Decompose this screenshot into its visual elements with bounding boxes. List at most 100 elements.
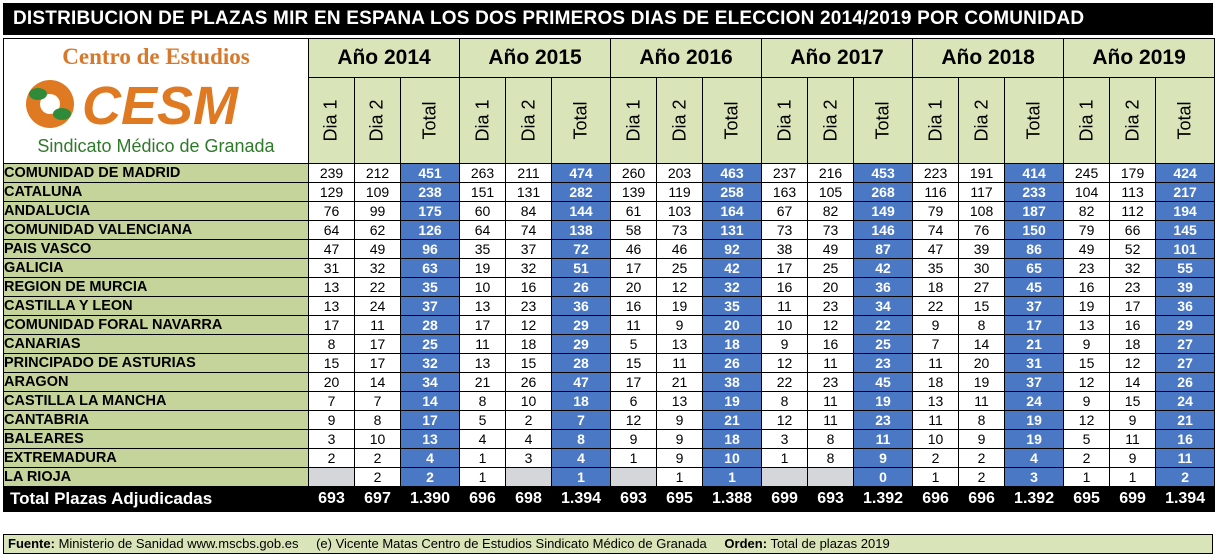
day-cell: 10 bbox=[912, 429, 960, 449]
total-row-cell: 698 bbox=[505, 486, 553, 512]
total-cell: 138 bbox=[551, 220, 612, 240]
day-cell: 31 bbox=[308, 258, 355, 278]
day-cell: 21 bbox=[459, 372, 507, 392]
day-cell: 27 bbox=[958, 277, 1006, 297]
day-cell: 13 bbox=[656, 391, 704, 411]
region-name: GALICIA bbox=[3, 258, 309, 278]
day-cell: 30 bbox=[958, 258, 1006, 278]
day-cell: 23 bbox=[807, 296, 855, 316]
region-name: PRINCIPADO DE ASTURIAS bbox=[3, 353, 309, 373]
total-cell: 11 bbox=[1155, 448, 1216, 468]
column-header-label: Total bbox=[721, 101, 742, 140]
total-cell: 16 bbox=[1155, 429, 1216, 449]
footer-source-label: Fuente: bbox=[8, 536, 55, 551]
table-row: LA RIOJA 2 2 1 1 1 1 0 1 2 3 1 1 2 bbox=[3, 467, 1216, 487]
day-cell: 64 bbox=[459, 220, 507, 240]
day-cell: 16 bbox=[807, 334, 855, 354]
total-cell: 47 bbox=[551, 372, 612, 392]
total-cell: 17 bbox=[399, 410, 461, 430]
day-cell: 2 bbox=[308, 448, 355, 468]
day-cell: 25 bbox=[807, 258, 855, 278]
total-row-cell: 1.388 bbox=[702, 486, 763, 512]
table-row: REGION DE MURCIA 13 22 35 10 16 26 20 12 32 16 20 36… bbox=[3, 277, 1216, 297]
total-cell: 96 bbox=[399, 239, 461, 259]
total-cell: 4 bbox=[399, 448, 461, 468]
total-row-cell: 1.392 bbox=[853, 486, 914, 512]
day-cell: 18 bbox=[505, 334, 553, 354]
region-name: CASTILLA Y LEON bbox=[3, 296, 309, 316]
svg-text:CESM: CESM bbox=[82, 76, 239, 134]
total-cell: 0 bbox=[853, 467, 914, 487]
year-header: Año 2018 bbox=[912, 38, 1065, 78]
day-cell: 15 bbox=[1109, 391, 1157, 411]
total-cell: 101 bbox=[1155, 239, 1216, 259]
day-cell bbox=[308, 467, 355, 487]
day-cell: 22 bbox=[761, 372, 809, 392]
day-cell: 9 bbox=[308, 410, 355, 430]
day-cell: 73 bbox=[656, 220, 704, 240]
day-cell: 76 bbox=[958, 220, 1006, 240]
total-row-cell: 1.394 bbox=[1155, 486, 1216, 512]
day-cell: 151 bbox=[459, 182, 507, 202]
day-cell: 76 bbox=[308, 201, 355, 221]
day-cell: 13 bbox=[308, 296, 355, 316]
day-cell bbox=[807, 467, 855, 487]
total-column-header: Total bbox=[853, 77, 914, 164]
day-cell: 17 bbox=[761, 258, 809, 278]
day-cell: 8 bbox=[761, 391, 809, 411]
table-row: ANDALUCIA 76 99 175 60 84 144 61 103 164 67 82 149 79… bbox=[3, 201, 1216, 221]
day-cell bbox=[505, 467, 553, 487]
day-cell: 10 bbox=[354, 429, 401, 449]
day-column-header: Dia 2 bbox=[958, 77, 1006, 164]
day-cell: 8 bbox=[807, 448, 855, 468]
day-cell: 11 bbox=[459, 334, 507, 354]
day-cell: 191 bbox=[958, 163, 1006, 183]
column-header-label: Dia 2 bbox=[669, 99, 690, 142]
day-cell: 129 bbox=[308, 182, 355, 202]
day-cell: 2 bbox=[912, 448, 960, 468]
day-cell: 11 bbox=[1109, 429, 1157, 449]
total-cell: 24 bbox=[1155, 391, 1216, 411]
day-cell: 38 bbox=[761, 239, 809, 259]
total-cell: 23 bbox=[853, 410, 914, 430]
day-cell: 9 bbox=[656, 315, 704, 335]
year-header: Año 2014 bbox=[307, 38, 461, 78]
total-row-cell: 1.392 bbox=[1004, 486, 1065, 512]
day-cell: 7 bbox=[308, 391, 355, 411]
day-cell: 17 bbox=[308, 315, 355, 335]
total-cell: 453 bbox=[853, 163, 914, 183]
day-cell: 11 bbox=[354, 315, 401, 335]
total-cell: 29 bbox=[1155, 315, 1216, 335]
region-name: COMUNIDAD DE MADRID bbox=[3, 163, 309, 183]
total-cell: 63 bbox=[399, 258, 461, 278]
total-cell: 11 bbox=[853, 429, 914, 449]
day-column-header: Dia 2 bbox=[656, 77, 704, 164]
day-cell: 13 bbox=[912, 391, 960, 411]
total-cell: 19 bbox=[1004, 429, 1065, 449]
day-cell: 5 bbox=[459, 410, 507, 430]
day-cell: 66 bbox=[1109, 220, 1157, 240]
day-cell: 13 bbox=[459, 296, 507, 316]
day-cell: 3 bbox=[761, 429, 809, 449]
day-cell: 14 bbox=[354, 372, 401, 392]
day-cell: 12 bbox=[761, 353, 809, 373]
total-row-cell: 696 bbox=[912, 486, 960, 512]
total-cell: 37 bbox=[399, 296, 461, 316]
region-name: ARAGON bbox=[3, 372, 309, 392]
day-cell: 15 bbox=[610, 353, 658, 373]
day-cell: 15 bbox=[308, 353, 355, 373]
day-cell: 82 bbox=[807, 201, 855, 221]
day-cell: 52 bbox=[1109, 239, 1157, 259]
day-cell: 108 bbox=[958, 201, 1006, 221]
total-cell: 35 bbox=[399, 277, 461, 297]
day-cell: 49 bbox=[807, 239, 855, 259]
day-cell: 223 bbox=[912, 163, 960, 183]
logo-title: Centro de Estudios bbox=[62, 43, 250, 69]
region-name: CANTABRIA bbox=[3, 410, 309, 430]
total-column-header: Total bbox=[702, 77, 763, 164]
table-row: BALEARES 3 10 13 4 4 8 9 9 18 3 8 11 10 9 19 5 11 16 bbox=[3, 429, 1216, 449]
day-cell: 20 bbox=[308, 372, 355, 392]
day-cell: 112 bbox=[1109, 201, 1157, 221]
day-cell: 12 bbox=[1063, 372, 1111, 392]
day-cell: 32 bbox=[1109, 258, 1157, 278]
